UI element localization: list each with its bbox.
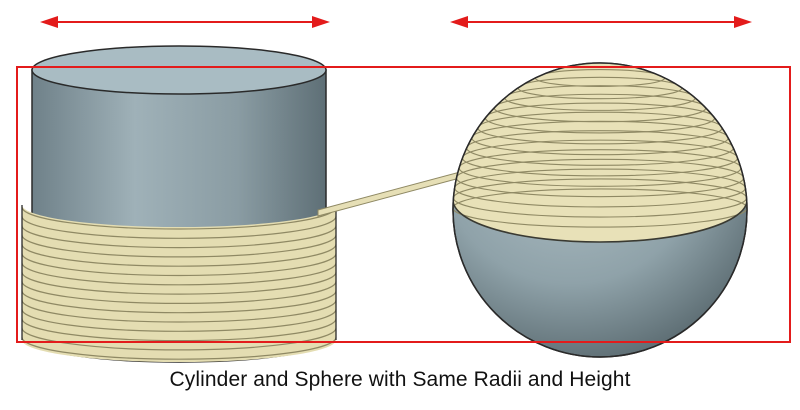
cylinder-top [31,45,327,95]
cylinder-coil-line [21,337,337,360]
cylinder-coil-line [21,234,337,258]
sphere-string-cap [453,63,747,242]
cylinder-width-arrow [40,16,330,28]
cylinder-figure [21,45,337,363]
cylinder-string-coils [21,205,337,362]
cylinder-coil-line [21,262,337,286]
cylinder-coil-line [21,225,337,249]
cylinder-coil-line [21,290,337,314]
sphere-coil-edge [453,199,747,243]
sphere-width-arrow [450,16,752,28]
cylinder-coil-edge [21,205,337,340]
bounding-frame [16,66,791,343]
cylinder-coil-line [21,281,337,304]
sphere-figure [452,62,748,358]
connecting-string [317,171,461,217]
cylinder-coil-line [21,253,337,277]
cylinder-coil-line [21,216,337,239]
cylinder-coil-line [21,272,337,295]
figure-caption: Cylinder and Sphere with Same Radii and … [169,368,631,391]
cylinder-coil-line [21,327,337,351]
cylinder-coil-line [21,244,337,267]
cylinder-coil-line [21,318,337,342]
cylinder-coil-line [21,206,337,230]
cylinder-coil-line [21,309,337,332]
cylinder-coil-line [21,299,337,323]
